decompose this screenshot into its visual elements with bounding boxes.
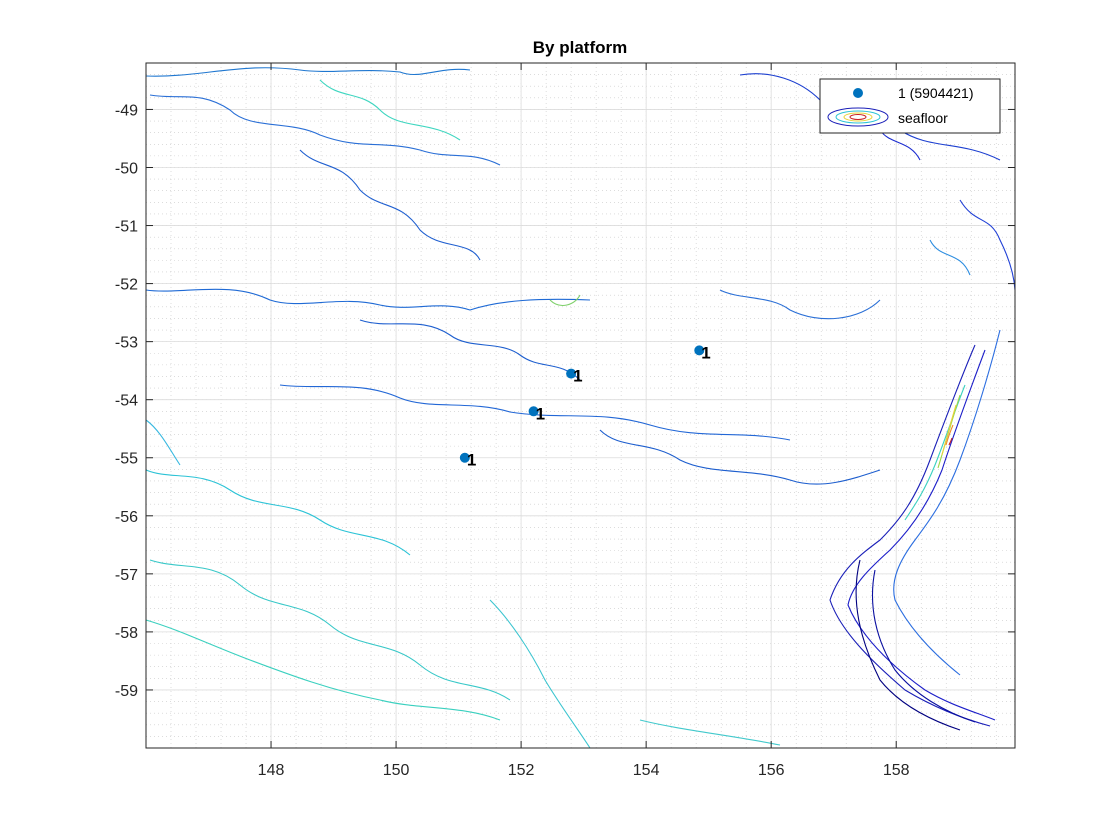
data-point-label: 1 bbox=[701, 343, 710, 362]
contour-line bbox=[549, 294, 581, 306]
y-axis: -49 -50 -51 -52 -53 -54 -55 -56 -57 -58 -59 bbox=[115, 102, 1015, 700]
y-tick-label: -53 bbox=[115, 335, 138, 352]
contour-line bbox=[149, 559, 511, 701]
plot-area bbox=[146, 63, 1015, 748]
contour-line bbox=[948, 437, 953, 446]
x-tick-label: 152 bbox=[508, 762, 535, 779]
y-tick-label: -55 bbox=[115, 451, 138, 468]
x-tick-label: 156 bbox=[758, 762, 785, 779]
major-grid bbox=[146, 63, 1015, 748]
data-point bbox=[459, 452, 470, 463]
y-tick-label: -56 bbox=[115, 509, 138, 526]
contour-line bbox=[941, 404, 957, 456]
legend-label-seafloor: seafloor bbox=[898, 110, 948, 126]
y-tick-label: -52 bbox=[115, 277, 138, 294]
contour-line bbox=[149, 94, 501, 166]
x-axis: 148 150 152 154 156 158 bbox=[258, 63, 910, 779]
x-tick-label: 154 bbox=[633, 762, 660, 779]
contour-line bbox=[299, 149, 481, 261]
data-point bbox=[566, 368, 577, 379]
scatter-points bbox=[459, 345, 705, 463]
data-point bbox=[528, 406, 539, 417]
seafloor-contours bbox=[145, 67, 1016, 749]
y-tick-label: -59 bbox=[115, 683, 138, 700]
contour-line bbox=[929, 239, 971, 276]
contour-line bbox=[279, 384, 791, 441]
contour-line bbox=[719, 289, 881, 320]
y-tick-label: -51 bbox=[115, 219, 138, 236]
contour-line bbox=[145, 419, 181, 466]
contour-line bbox=[945, 424, 954, 446]
legend: 1 (5904421) seafloor bbox=[819, 78, 1001, 134]
legend-marker bbox=[853, 88, 863, 98]
contour-line bbox=[599, 429, 881, 485]
y-tick-label: -57 bbox=[115, 567, 138, 584]
contour-line bbox=[639, 719, 781, 746]
y-tick-label: -58 bbox=[115, 625, 138, 642]
y-tick-label: -49 bbox=[115, 102, 138, 119]
contour-line bbox=[359, 319, 581, 381]
contour-line bbox=[847, 349, 996, 721]
x-tick-label: 158 bbox=[883, 762, 910, 779]
plot-box bbox=[145, 62, 1016, 749]
contour-line bbox=[893, 329, 1001, 676]
contour-line bbox=[871, 569, 976, 723]
contour-line bbox=[855, 559, 961, 731]
contour-line bbox=[959, 199, 1016, 291]
legend-label-series: 1 (5904421) bbox=[898, 85, 974, 101]
contour-line bbox=[145, 67, 471, 77]
data-point-label: 1 bbox=[467, 451, 476, 470]
y-tick-label: -50 bbox=[115, 160, 138, 177]
chart-title: By platform bbox=[533, 38, 627, 57]
contour-line bbox=[829, 344, 991, 727]
data-point bbox=[694, 345, 705, 356]
contour-line bbox=[145, 288, 591, 311]
contour-line bbox=[319, 79, 461, 141]
legend-box bbox=[819, 78, 1001, 134]
legend-contour-symbol bbox=[827, 107, 889, 127]
x-tick-label: 148 bbox=[258, 762, 285, 779]
y-tick-label: -54 bbox=[115, 393, 138, 410]
contour-line bbox=[145, 619, 501, 721]
point-labels: 1 1 1 1 bbox=[467, 343, 711, 469]
data-point-label: 1 bbox=[536, 404, 545, 423]
x-tick-label: 150 bbox=[383, 762, 410, 779]
data-point-label: 1 bbox=[573, 367, 582, 386]
contour-line bbox=[145, 469, 411, 556]
contour-line bbox=[489, 599, 591, 749]
